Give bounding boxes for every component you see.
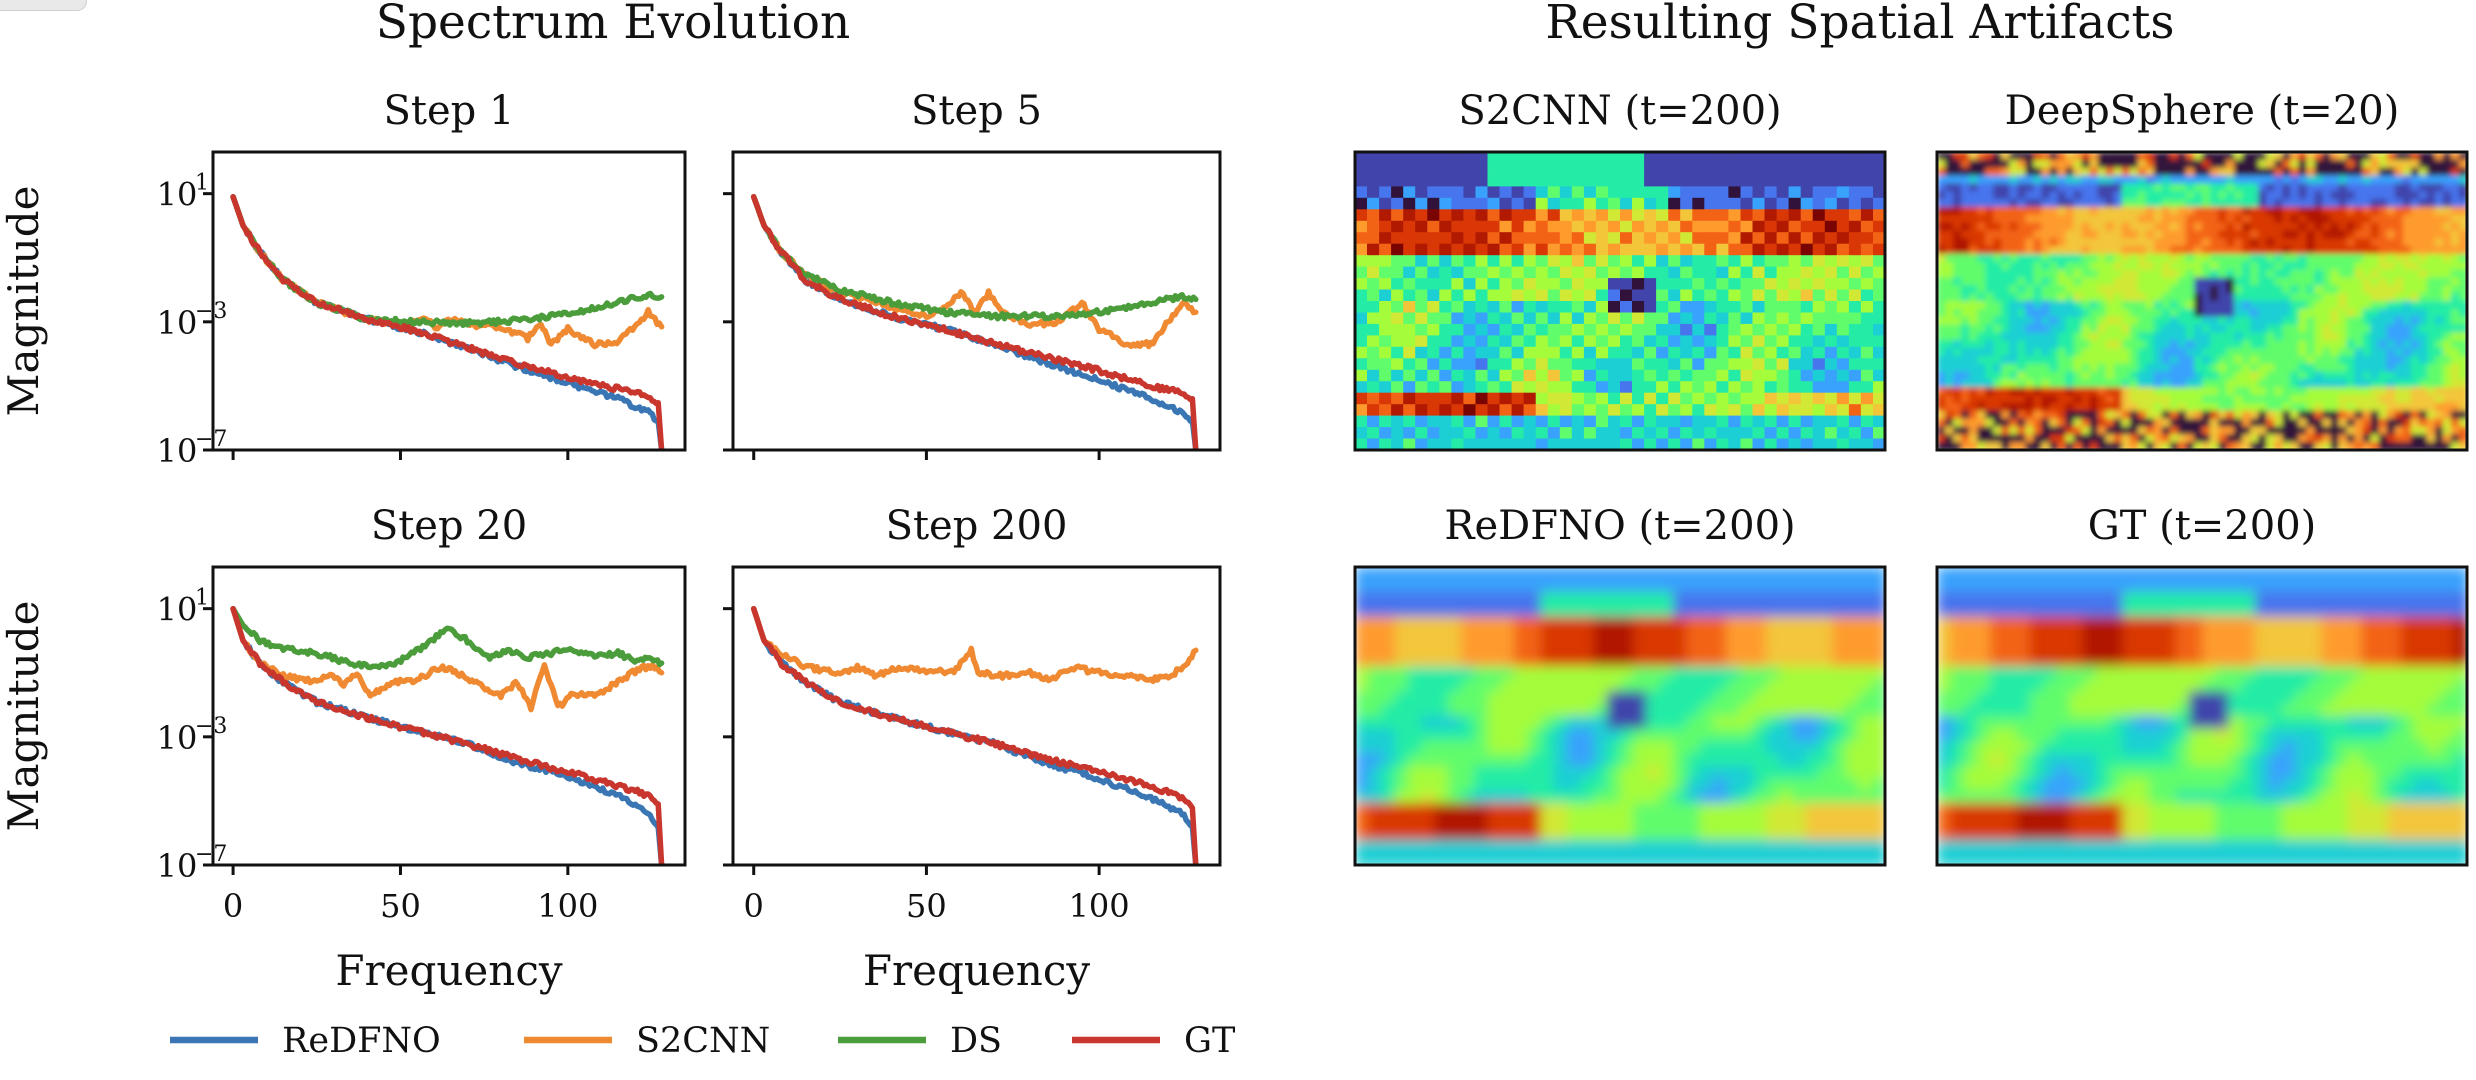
field-frame bbox=[1353, 565, 1887, 867]
panel-title: Step 20 bbox=[371, 503, 527, 549]
field-cells bbox=[1355, 152, 1885, 450]
section-title-artifacts: Resulting Spatial Artifacts bbox=[1545, 0, 2174, 50]
x-tick-label: 50 bbox=[906, 887, 947, 925]
legend: ReDFNO S2CNN DS GT bbox=[170, 1021, 1235, 1061]
field-cells bbox=[1937, 152, 2467, 450]
series-lines bbox=[230, 194, 665, 450]
series-line-ds bbox=[230, 194, 665, 329]
legend-entry-ds: DS bbox=[838, 1021, 1002, 1061]
field-title: DeepSphere (t=20) bbox=[2005, 88, 2400, 134]
panel-title: Step 5 bbox=[911, 88, 1042, 134]
y-tick-exponent: 1 bbox=[195, 586, 209, 611]
panel-title: Step 1 bbox=[384, 88, 515, 134]
x-tick-label: 0 bbox=[744, 887, 764, 925]
field-frame bbox=[1935, 565, 2469, 867]
axes-frame bbox=[731, 150, 1222, 452]
spectrum-panel-4: Step 200 0 50 100 Frequency bbox=[723, 503, 1222, 995]
field-title: ReDFNO (t=200) bbox=[1444, 503, 1795, 549]
y-tick-exponent: −7 bbox=[195, 842, 227, 867]
axes-frame bbox=[211, 150, 687, 452]
y-tick-label: 10 bbox=[157, 591, 198, 629]
y-axis-label: Magnitude bbox=[0, 600, 48, 831]
y-tick-exponent: −3 bbox=[195, 714, 227, 739]
y-axis-label: Magnitude bbox=[0, 185, 48, 416]
x-axis-label: Frequency bbox=[863, 946, 1090, 995]
y-tick-label: 10 bbox=[157, 432, 198, 470]
legend-entry-s2cnn: S2CNN bbox=[524, 1021, 770, 1061]
x-tick-label: 100 bbox=[1069, 887, 1130, 925]
series-line-ds bbox=[230, 605, 665, 671]
y-tick-exponent: −3 bbox=[195, 299, 227, 324]
series-line-gt bbox=[230, 194, 665, 450]
series-line-gt bbox=[750, 194, 1199, 450]
legend-label: DS bbox=[950, 1021, 1002, 1061]
section-title-spectrum: Spectrum Evolution bbox=[376, 0, 851, 50]
artifact-field-3: ReDFNO (t=200) bbox=[1353, 503, 1887, 867]
spectrum-panel-2: Step 5 bbox=[723, 88, 1222, 460]
field-frame bbox=[1353, 150, 1887, 452]
legend-entry-gt: GT bbox=[1072, 1021, 1235, 1061]
series-lines bbox=[750, 605, 1199, 865]
series-lines bbox=[230, 605, 665, 865]
series-line-gt bbox=[750, 605, 1199, 865]
field-frame bbox=[1935, 150, 2469, 452]
field-title: S2CNN (t=200) bbox=[1458, 88, 1781, 134]
field-title: GT (t=200) bbox=[2088, 503, 2317, 549]
series-line-redfno bbox=[750, 194, 1199, 450]
legend-label: S2CNN bbox=[636, 1021, 770, 1061]
legend-label: GT bbox=[1184, 1021, 1235, 1061]
y-tick-label: 10 bbox=[157, 719, 198, 757]
legend-entry-redfno: ReDFNO bbox=[170, 1021, 441, 1061]
x-axis-label: Frequency bbox=[335, 946, 562, 995]
field-cells bbox=[1355, 567, 1885, 865]
series-line-gt bbox=[230, 605, 665, 865]
series-lines bbox=[750, 194, 1199, 450]
legend-label: ReDFNO bbox=[282, 1021, 441, 1061]
axes-frame bbox=[211, 565, 687, 867]
axes-frame bbox=[731, 565, 1222, 867]
y-tick-label: 10 bbox=[157, 847, 198, 885]
artifact-field-4: GT (t=200) bbox=[1935, 503, 2469, 867]
y-tick-exponent: −7 bbox=[195, 427, 227, 452]
series-line-s2cnn bbox=[750, 194, 1199, 350]
artifact-field-1: S2CNN (t=200) bbox=[1353, 88, 1887, 452]
x-tick-label: 0 bbox=[223, 887, 243, 925]
x-tick-label: 50 bbox=[380, 887, 421, 925]
y-tick-label: 10 bbox=[157, 176, 198, 214]
series-line-s2cnn bbox=[230, 605, 665, 713]
series-line-ds bbox=[750, 194, 1199, 322]
field-cells bbox=[1937, 567, 2467, 865]
artifact-fields: S2CNN (t=200) DeepSphere (t=20) ReDFNO (t=… bbox=[1353, 88, 2469, 867]
x-tick-label: 100 bbox=[537, 887, 598, 925]
artifact-field-2: DeepSphere (t=20) bbox=[1935, 88, 2469, 452]
y-tick-exponent: 1 bbox=[195, 171, 209, 196]
y-tick-label: 10 bbox=[157, 304, 198, 342]
series-line-s2cnn bbox=[750, 605, 1199, 685]
panel-title: Step 200 bbox=[886, 503, 1068, 549]
